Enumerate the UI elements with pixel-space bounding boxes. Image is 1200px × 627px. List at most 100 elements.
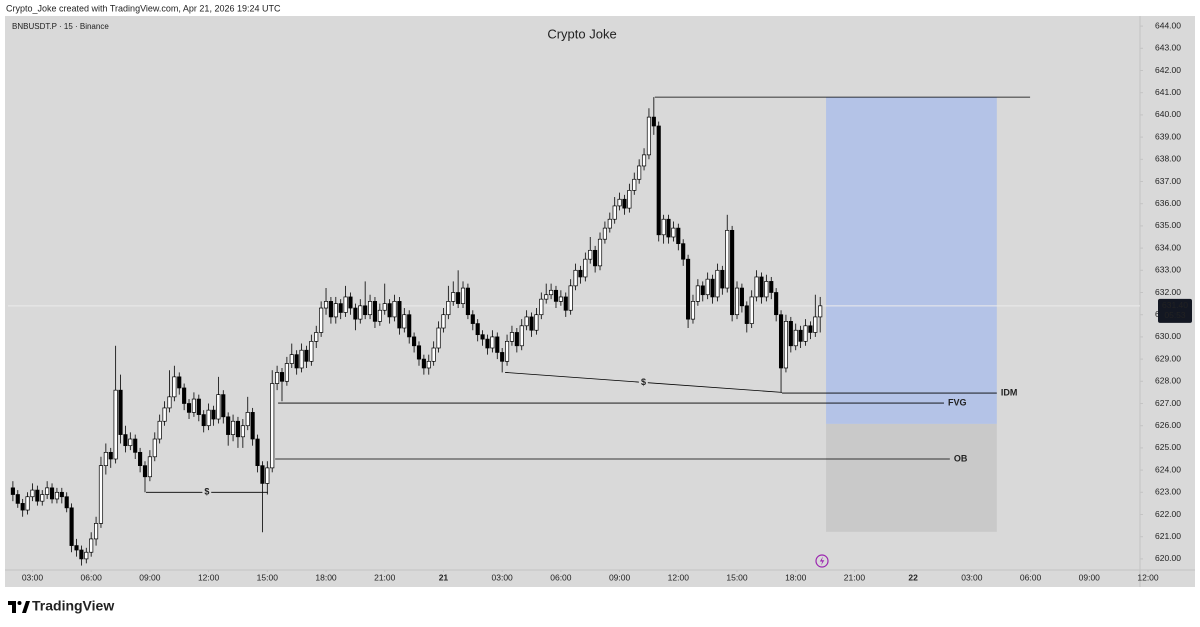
candle-body	[529, 316, 534, 331]
plot-area	[8, 97, 1140, 566]
candle-body	[363, 305, 368, 316]
candle-body	[509, 332, 515, 342]
candle-body	[206, 409, 211, 427]
candle-body	[749, 296, 754, 324]
candle-body	[382, 303, 387, 311]
candle-body	[671, 227, 676, 238]
y-tick-label: 630.00	[1155, 331, 1181, 341]
candle-body	[798, 329, 803, 342]
candle-body	[778, 314, 784, 369]
candle-body	[553, 289, 559, 302]
candle-body	[632, 178, 637, 191]
candle-body	[15, 494, 20, 504]
candle-body	[783, 321, 789, 369]
candle-body	[152, 438, 157, 458]
candle-body	[734, 287, 740, 316]
y-tick-label: 633.00	[1155, 265, 1181, 275]
candle-body	[79, 549, 84, 560]
candle-body	[64, 496, 69, 509]
candle-body	[45, 487, 50, 495]
candle-body	[764, 281, 769, 298]
x-tick-label: 09:00	[609, 572, 631, 582]
candle-body	[710, 278, 715, 298]
candle-body	[397, 301, 402, 329]
candle-body	[358, 305, 363, 320]
candle-body	[500, 352, 505, 362]
candle-body	[759, 276, 764, 298]
annotation-label: $	[204, 487, 209, 497]
candle-body	[294, 354, 299, 369]
candle-body	[720, 269, 725, 289]
candle-body	[514, 332, 519, 347]
candle-body	[69, 507, 74, 546]
candle-body	[138, 451, 143, 467]
candle-body	[651, 116, 656, 127]
candle-body	[323, 301, 329, 309]
candle-body	[59, 491, 64, 498]
candle-body	[319, 307, 324, 333]
candle-body	[216, 394, 221, 420]
candle-body	[495, 336, 500, 353]
x-tick-label: 18:00	[315, 572, 337, 582]
x-tick-label: 06:00	[1020, 572, 1042, 582]
x-tick-label: 22	[908, 572, 918, 582]
x-tick-label: 21:00	[374, 572, 396, 582]
candle-body	[128, 438, 133, 447]
candle-body	[98, 465, 104, 524]
x-tick-label: 03:00	[22, 572, 44, 582]
y-tick-label: 627.00	[1155, 398, 1181, 408]
candle-body	[504, 340, 510, 362]
candle-body	[813, 316, 818, 333]
y-tick-label: 638.00	[1155, 154, 1181, 164]
candle-body	[235, 420, 241, 438]
candle-body	[465, 287, 470, 316]
candle-body	[431, 347, 436, 362]
candle-body	[226, 416, 231, 435]
candle-body	[568, 285, 573, 311]
candle-body	[147, 456, 152, 478]
candle-body	[666, 218, 671, 238]
candle-body	[788, 321, 793, 347]
candle-body	[299, 349, 304, 369]
candle-body	[641, 154, 647, 167]
candle-body	[182, 387, 187, 404]
candle-body	[54, 491, 59, 500]
y-tick-label: 635.00	[1155, 220, 1181, 230]
candle-body	[578, 269, 583, 278]
y-tick-label: 626.00	[1155, 420, 1181, 430]
candle-body	[270, 383, 275, 469]
candle-body	[549, 289, 554, 296]
candle-body	[265, 467, 270, 484]
candle-body	[186, 403, 192, 413]
candle-body	[353, 307, 358, 320]
candle-body	[89, 538, 94, 553]
candle-body	[793, 329, 798, 347]
candle-body	[201, 414, 206, 427]
candle-body	[730, 229, 735, 316]
candle-body	[167, 396, 172, 409]
candle-body	[162, 407, 167, 422]
candle-body	[103, 451, 108, 467]
candle-body	[108, 451, 113, 460]
candle-body	[656, 125, 661, 236]
alert-icon	[815, 554, 829, 568]
zone	[826, 423, 997, 532]
candle-body	[607, 218, 612, 229]
candle-body	[387, 303, 392, 318]
attribution: Crypto_Joke created with TradingView.com…	[6, 3, 281, 13]
candle-body	[157, 420, 162, 440]
candle-body	[524, 316, 529, 327]
candle-body	[240, 425, 245, 438]
candle-body	[211, 409, 216, 420]
candle-body	[221, 394, 226, 418]
candle-body	[133, 438, 138, 453]
candle-body	[260, 465, 265, 484]
candle-body	[563, 296, 568, 311]
candle-body	[725, 229, 730, 289]
candle-body	[348, 296, 353, 309]
candle-body	[231, 420, 236, 435]
candle-body	[20, 503, 25, 511]
symbol-info: BNBUSDT.P · 15 · Binance	[12, 22, 109, 31]
